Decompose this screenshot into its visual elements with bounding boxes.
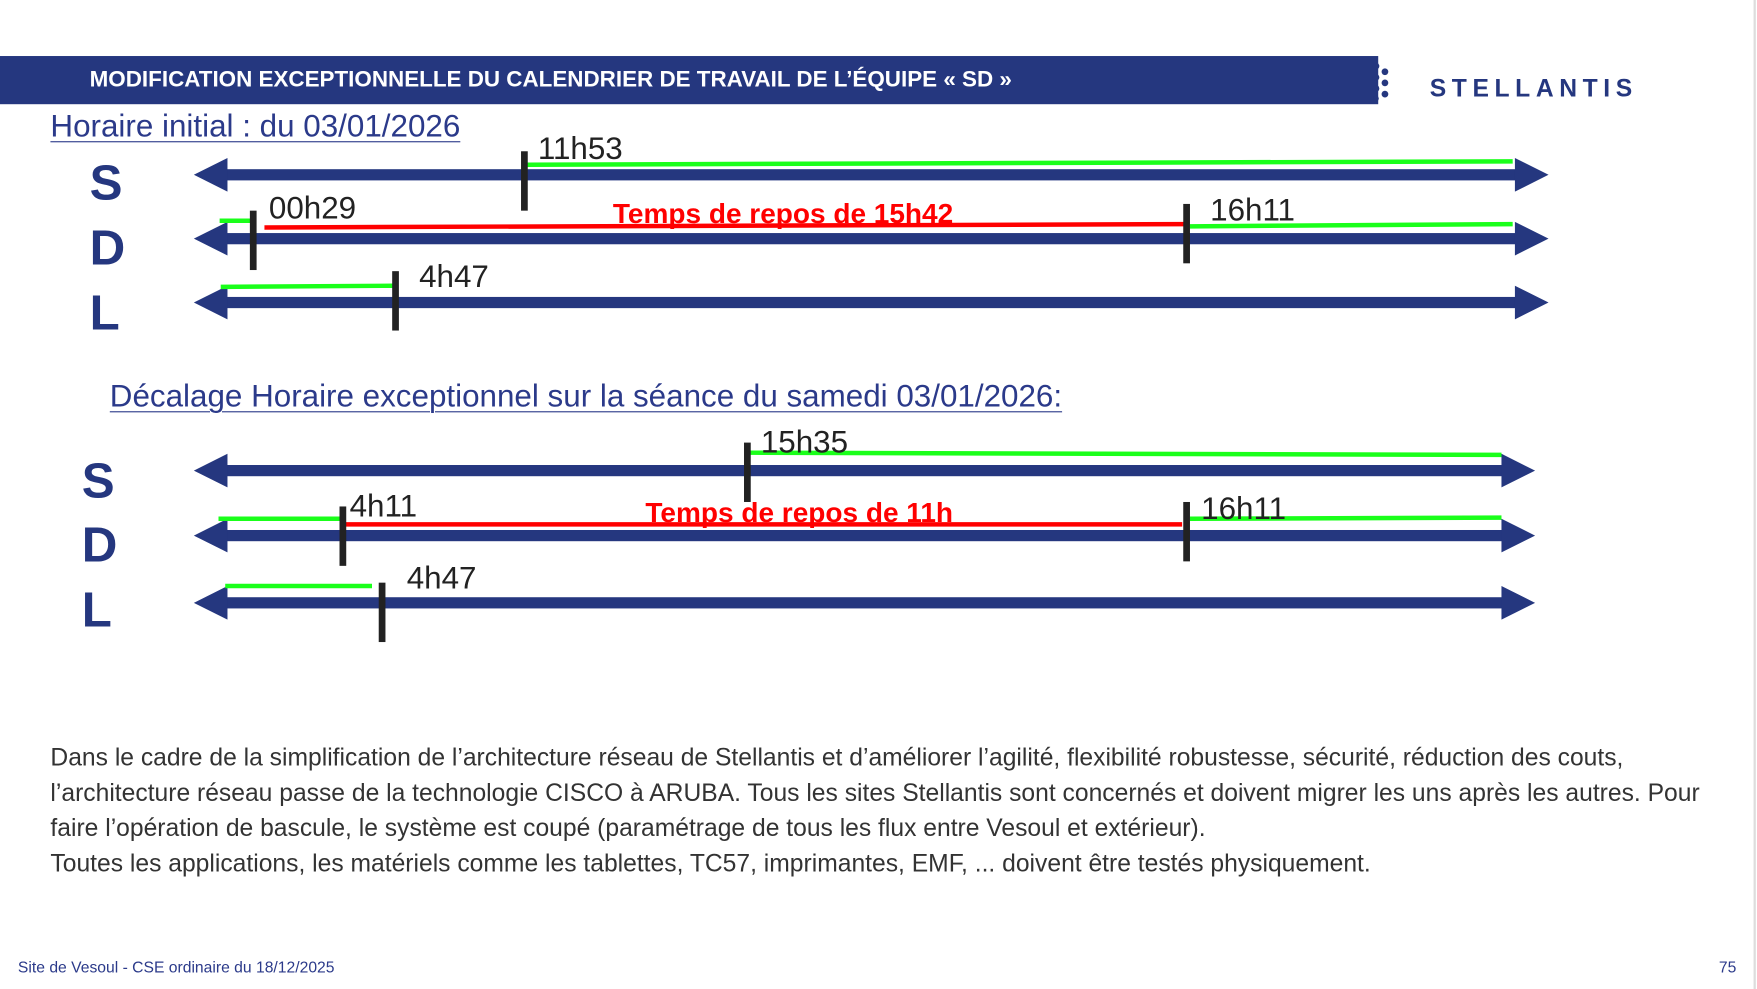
timeline-arrow-d — [193, 221, 1549, 256]
initial-diagram: S D L 11h53 00h29 16h11 4h47 Temps de re… — [90, 131, 1549, 340]
modified-schedule-title: Décalage Horaire exceptionnel sur la séa… — [109, 378, 1063, 414]
work-segment-s — [749, 450, 1502, 458]
tick-l — [392, 271, 399, 331]
body-text: Dans le cadre de la simplification de l’… — [50, 740, 1708, 881]
work-segment-d-start — [1189, 515, 1502, 522]
tick-d-end — [249, 210, 257, 271]
time-label: 16h11 — [1201, 491, 1286, 526]
slide-title: MODIFICATION EXCEPTIONNELLE DU CALENDRIE… — [89, 67, 1012, 92]
work-segment-d-start — [1189, 221, 1513, 229]
work-segment-l — [220, 283, 395, 290]
rest-label: Temps de repos de 15h42 — [613, 198, 953, 229]
timeline-arrow-l — [193, 586, 1536, 620]
rest-segment — [264, 221, 1186, 230]
row-label-d: D — [90, 220, 126, 275]
initial-schedule-title: Horaire initial : du 03/01/2026 — [50, 108, 461, 144]
divider — [1753, 0, 1756, 989]
time-label: 15h35 — [761, 425, 848, 460]
row-label-s: S — [82, 454, 115, 509]
rest-label: Temps de repos de 11h — [645, 497, 953, 528]
time-label: 00h29 — [269, 190, 356, 225]
time-label: 16h11 — [1210, 193, 1295, 228]
row-label-s: S — [90, 155, 123, 210]
time-label: 4h47 — [419, 259, 489, 294]
row-label-d: D — [82, 517, 118, 572]
timeline-arrow-s — [193, 453, 1536, 488]
paragraph: Dans le cadre de la simplification de l’… — [50, 742, 1700, 842]
modified-diagram: S D L 15h35 4h11 16h11 4h47 Temps de rep… — [82, 425, 1536, 643]
tick-d-end — [339, 506, 347, 566]
dots-icon — [1372, 62, 1389, 102]
time-label: 4h47 — [407, 560, 477, 595]
footer-text: Site de Vesoul - CSE ordinaire du 18/12/… — [17, 958, 335, 976]
tick-d-start — [1183, 501, 1190, 562]
timeline-arrow-s — [193, 157, 1549, 192]
time-label: 4h11 — [350, 489, 417, 524]
header-bar — [0, 56, 1379, 105]
time-label: 11h53 — [538, 131, 623, 166]
timeline-arrow-d — [193, 518, 1536, 553]
schedule-diagram: S D L 11h53 00h29 16h11 4h47 Temps de re… — [82, 131, 1549, 643]
work-segment-s — [526, 159, 1513, 167]
stellantis-logo: STELLANTIS — [1429, 73, 1638, 102]
tick-l — [378, 582, 386, 643]
timeline-arrow-l — [193, 285, 1549, 320]
page-number: 75 — [1718, 958, 1737, 976]
row-label-l: L — [90, 285, 120, 340]
paragraph: Toutes les applications, les matériels c… — [50, 848, 1371, 877]
tick-s — [744, 442, 751, 502]
tick-s — [521, 151, 528, 211]
tick-d-start — [1183, 203, 1190, 264]
row-label-l: L — [82, 582, 112, 637]
